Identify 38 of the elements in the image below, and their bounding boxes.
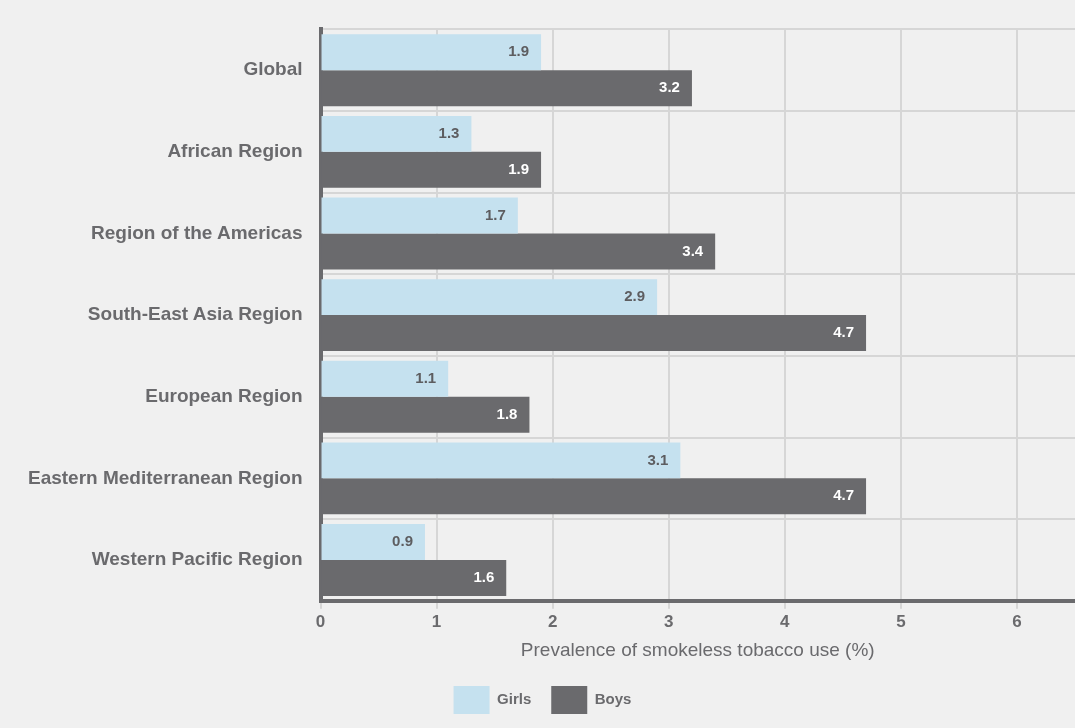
data-label: 1.9	[508, 159, 530, 177]
x-tick-label: 1	[431, 611, 442, 631]
bar	[321, 197, 518, 234]
bar	[321, 279, 658, 316]
bar	[321, 34, 542, 71]
y-tick-label: African Region	[167, 140, 303, 162]
data-label: 1.7	[484, 205, 506, 223]
x-tick-label: 5	[896, 611, 906, 631]
data-label: 1.8	[496, 404, 518, 422]
data-label: 4.7	[833, 323, 855, 341]
y-tick-label: Global	[243, 58, 303, 80]
x-tick-label: 3	[664, 611, 674, 631]
y-tick-label: Region of the Americas	[91, 221, 303, 243]
x-tick-label: 6	[1012, 611, 1022, 631]
x-tick-label: 0	[315, 611, 326, 631]
x-tick-label: 2	[547, 611, 558, 631]
data-label: 4.7	[833, 486, 855, 504]
data-label: 3.2	[659, 78, 680, 96]
data-label: 1.6	[473, 568, 495, 586]
y-tick-label: European Region	[145, 384, 303, 406]
data-label: 0.9	[392, 532, 413, 550]
data-label: 1.9	[508, 42, 530, 60]
x-tick-label: 4	[780, 611, 791, 631]
legend-label: Girls	[497, 690, 532, 708]
y-tick-label: Eastern Mediterranean Region	[27, 466, 303, 488]
y-tick-label: South-East Asia Region	[87, 303, 303, 325]
bar	[321, 115, 472, 152]
data-label: 2.9	[624, 287, 646, 305]
legend-label: Boys	[594, 690, 632, 708]
y-tick-label: Western Pacific Region	[91, 548, 303, 570]
data-label: 3.4	[682, 241, 704, 259]
data-label: 1.3	[438, 124, 460, 142]
data-label: 1.1	[415, 368, 437, 386]
bar	[321, 442, 681, 479]
bar	[321, 524, 425, 560]
data-label: 3.1	[647, 450, 669, 468]
bar	[321, 360, 449, 397]
x-axis-title: Prevalence of smokeless tobacco use (%)	[520, 638, 875, 660]
